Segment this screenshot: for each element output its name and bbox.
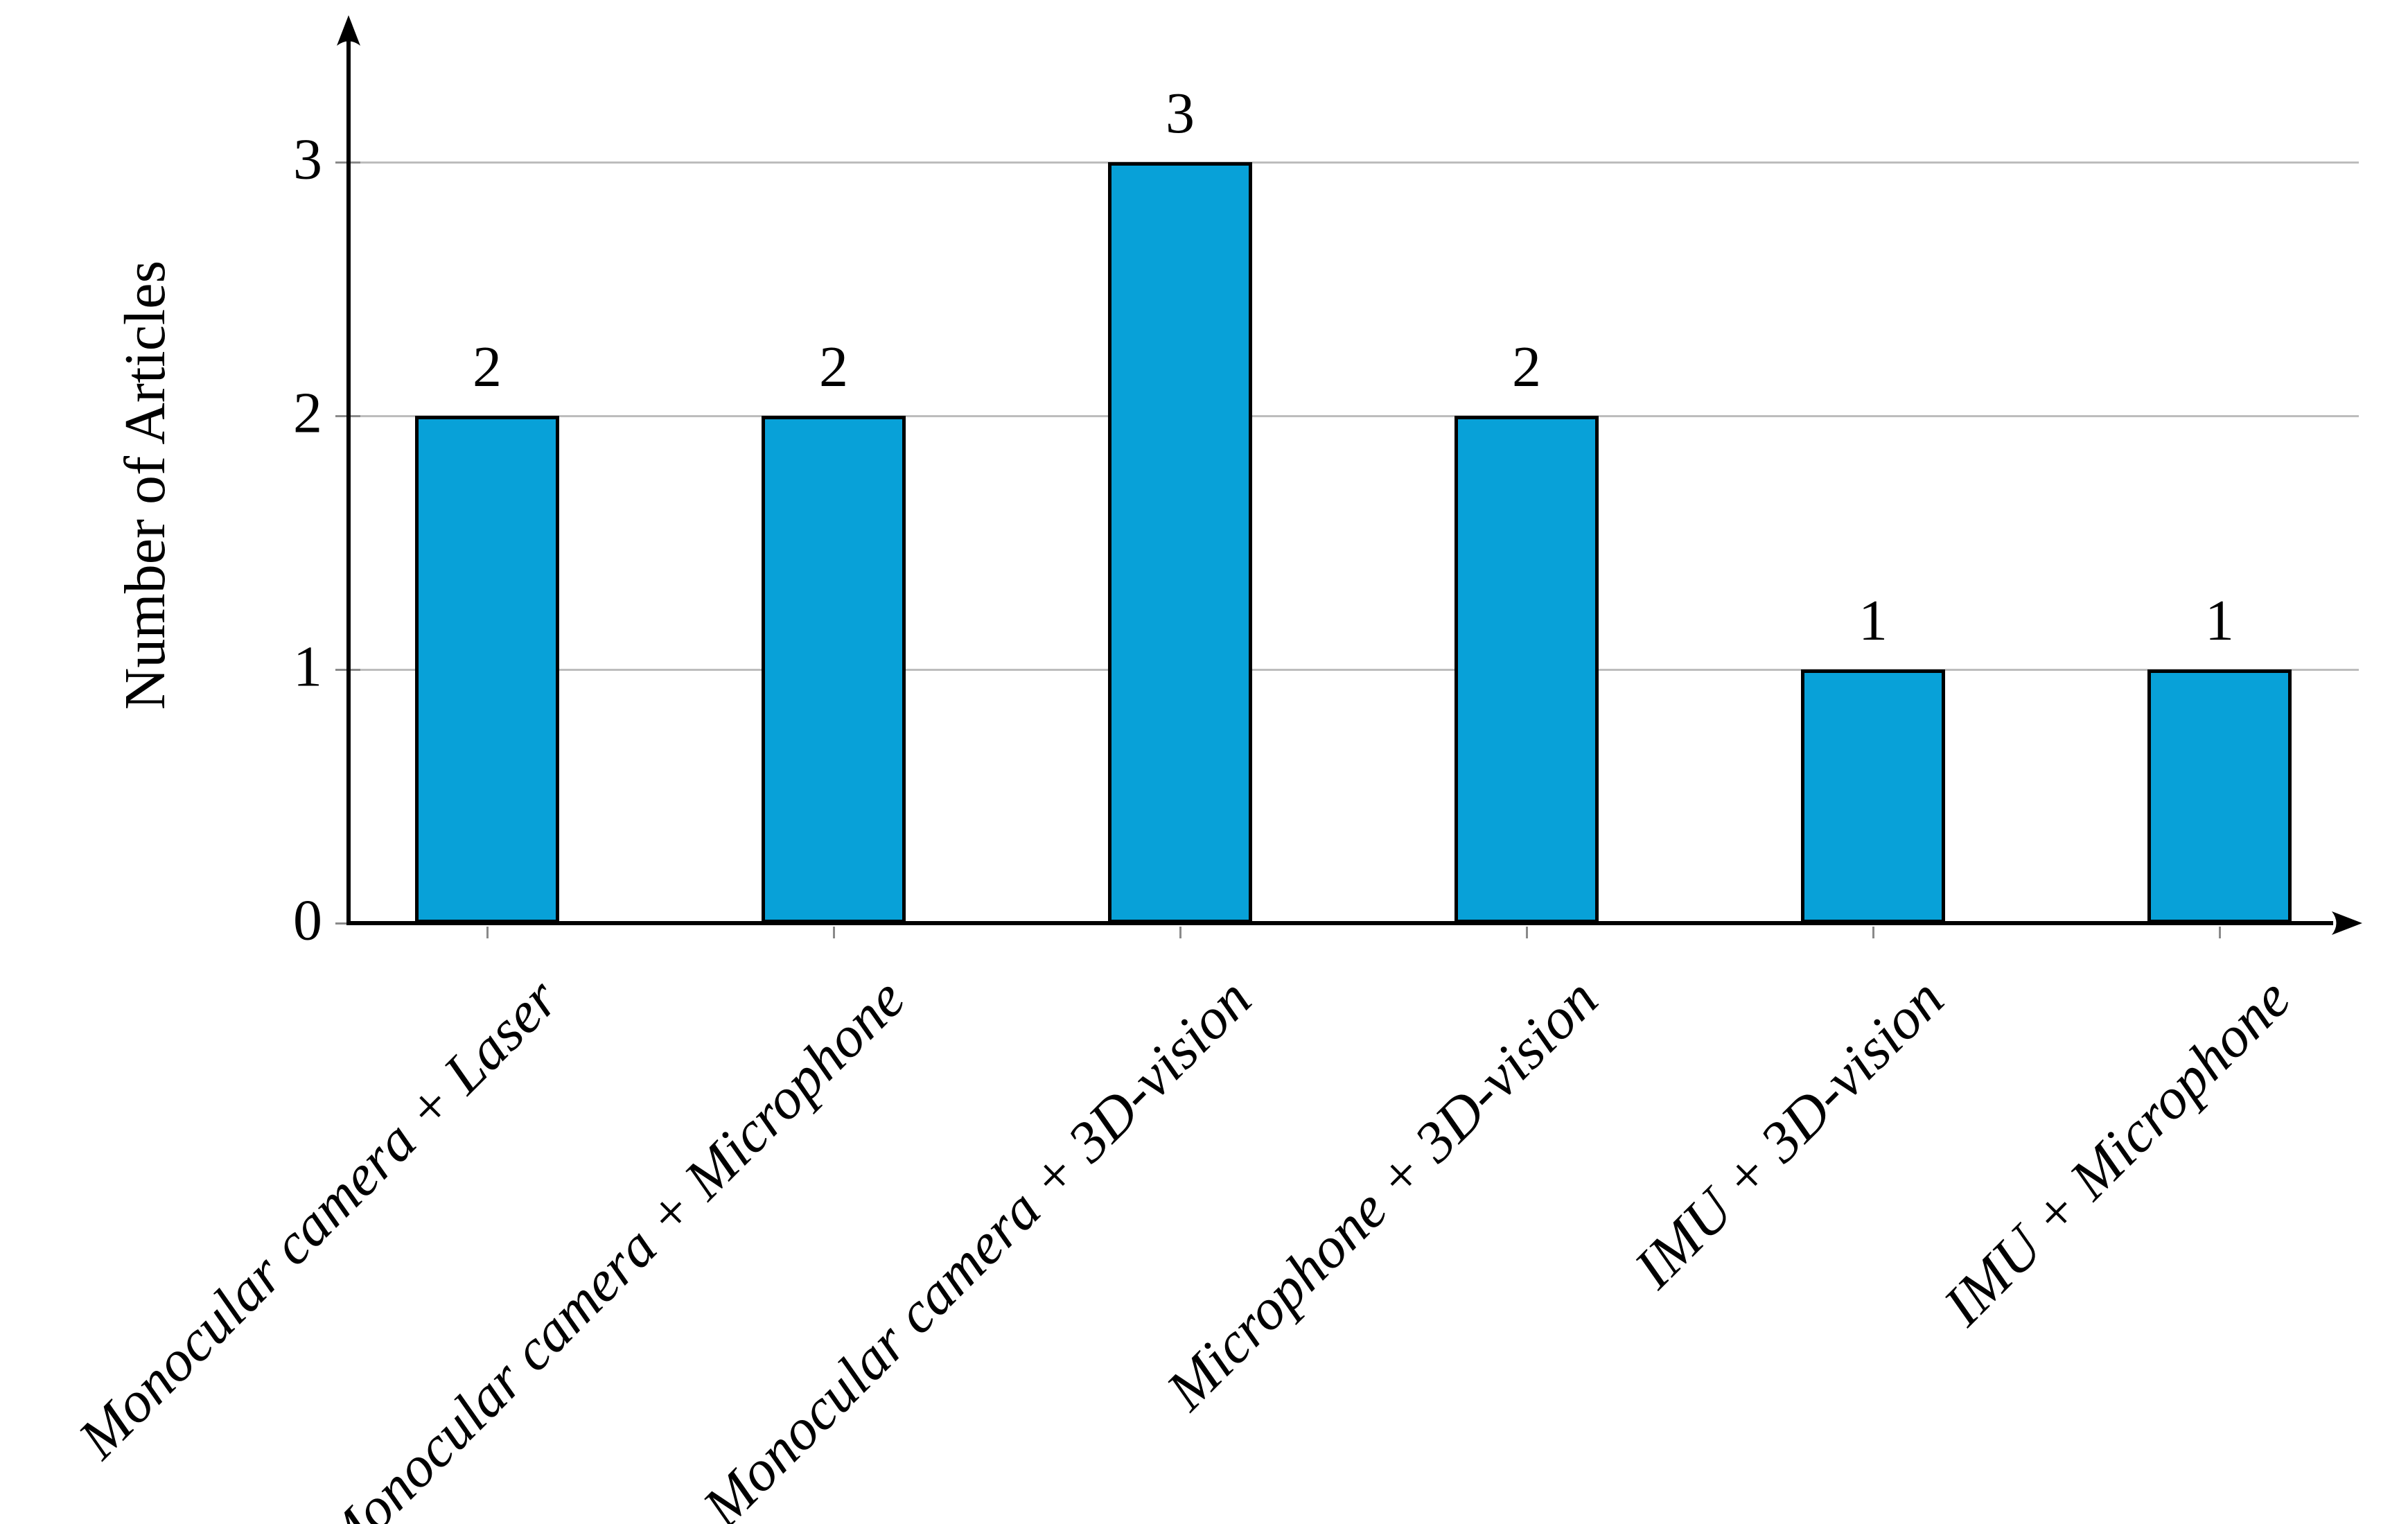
y-tick-label: 2: [293, 380, 322, 446]
bar: [415, 416, 559, 923]
x-axis-tick: [832, 927, 835, 938]
bar-value-label: 1: [2205, 588, 2234, 653]
y-tick-label: 3: [293, 127, 322, 192]
grid-line: [349, 414, 2359, 417]
y-axis-title: Number of Articles: [113, 260, 177, 710]
bar-value-label: 2: [819, 335, 848, 399]
x-axis-arrow-icon: [2332, 911, 2362, 935]
x-category-label: Monocular camera + 3D-vision: [690, 966, 1264, 1524]
bar-value-label: 1: [1858, 588, 1888, 653]
bar-value-label: 2: [473, 335, 502, 399]
grid-line: [349, 668, 2359, 671]
bar-value-label: 3: [1166, 81, 1195, 146]
y-tick-label: 0: [293, 888, 322, 953]
x-axis-tick: [486, 927, 489, 938]
x-axis-line: [346, 921, 2333, 925]
bar: [1108, 162, 1252, 923]
x-category-label: IMU + Microphone: [1931, 966, 2303, 1338]
bar: [762, 416, 906, 923]
x-axis-tick: [2218, 927, 2221, 938]
y-axis-line: [346, 30, 351, 925]
bar: [1801, 669, 1945, 923]
x-axis-tick: [1179, 927, 1181, 938]
x-axis-tick: [1872, 927, 1874, 938]
bar: [2147, 669, 2292, 923]
x-axis-tick: [1525, 927, 1528, 938]
bar-value-label: 2: [1512, 335, 1541, 399]
x-category-label: IMU + 3D-vision: [1622, 966, 1957, 1301]
grid-line: [349, 161, 2359, 164]
y-tick-label: 1: [293, 634, 322, 699]
bar: [1455, 416, 1599, 923]
